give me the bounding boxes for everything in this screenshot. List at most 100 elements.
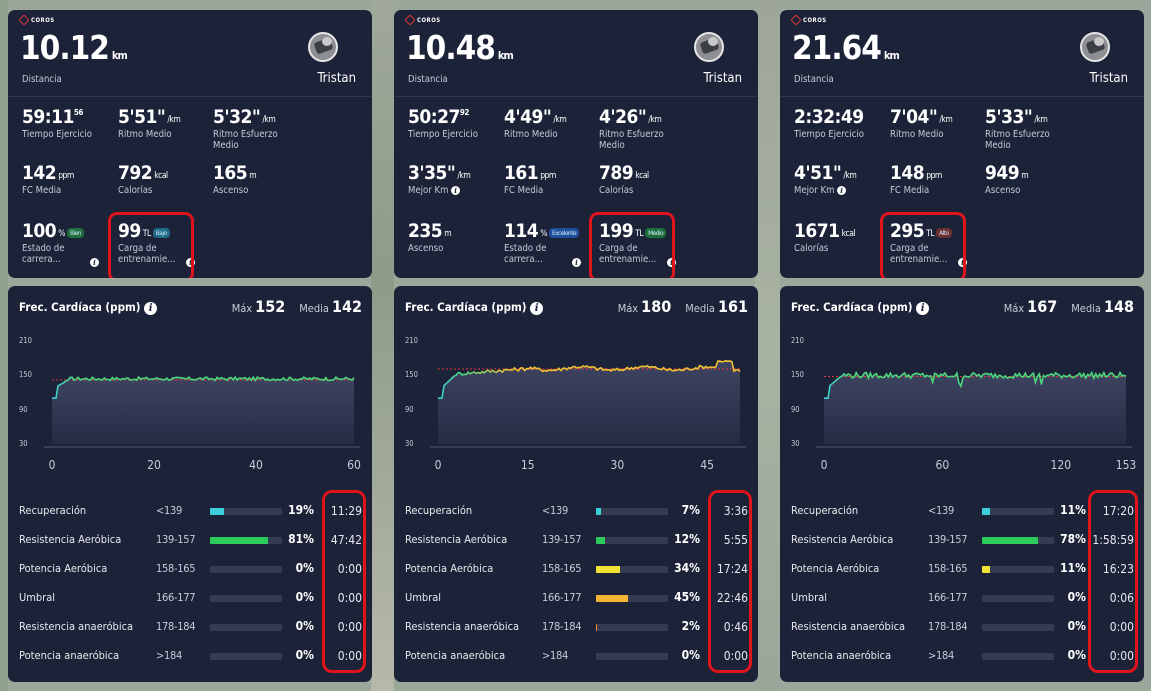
metric-value: 148 ppm — [890, 162, 982, 184]
zone-range: 166-177 — [928, 591, 968, 604]
zone-range: <139 — [542, 504, 568, 517]
zone-percent: 7% — [681, 503, 700, 517]
metric-label-text: Ritmo Medio — [118, 129, 172, 140]
metric-label: Carga de entrenamie... — [118, 243, 184, 265]
metric-value: 1671 kcal — [794, 220, 886, 242]
metric-carga-de-entrenamie[interactable]: 295 TL Alto Carga de entrenamie... i — [890, 220, 982, 276]
y-tick-label: 30 — [791, 439, 800, 448]
divider — [780, 96, 1144, 97]
status-badge: Excelente — [548, 228, 580, 238]
metric-value: 199 TL Medio — [599, 220, 691, 242]
metric-unit: /km — [843, 171, 857, 181]
metric-label-text: Calorías — [118, 185, 153, 196]
heart-rate-card: Frec. Cardíaca (ppm) i Máx 167 Media 148 210 1… — [780, 286, 1144, 682]
zone-bar — [982, 508, 1054, 515]
hr-avg-value: 142 — [331, 297, 362, 316]
hr-max-value: 152 — [255, 297, 286, 316]
hr-max-label: Máx — [1003, 302, 1025, 315]
zone-name: Resistencia Aeróbica — [791, 533, 894, 546]
zone-range: 178-184 — [542, 620, 582, 633]
metric-unit: m — [249, 171, 257, 181]
x-tick-label: 45 — [700, 458, 714, 472]
metric-decimals: 56 — [73, 108, 84, 117]
brand-text: COROS — [803, 16, 827, 24]
metric-unit: /km — [939, 115, 953, 125]
zone-time: 0:00 — [337, 620, 362, 634]
zone-percent: 19% — [288, 503, 314, 517]
info-icon[interactable]: i — [958, 258, 967, 267]
avatar[interactable] — [308, 32, 338, 62]
avatar[interactable] — [694, 32, 724, 62]
zone-time: 5:55 — [723, 533, 748, 547]
zone-time: 17:20 — [1102, 504, 1134, 518]
zone-time: 16:23 — [1102, 562, 1134, 576]
info-icon[interactable]: i — [90, 258, 99, 267]
user-name: Tristan — [1089, 71, 1128, 86]
metric-label-text: Ritmo Medio — [504, 129, 558, 140]
metric-carga-de-entrenamie[interactable]: 199 TL Medio Carga de entrenamie... i — [599, 220, 691, 276]
zone-range: >184 — [542, 649, 568, 662]
zone-bar — [210, 508, 282, 515]
metric-label: Carga de entrenamie... — [599, 243, 665, 265]
metric-value: 4'49"/km — [504, 106, 596, 128]
zone-range: 166-177 — [542, 591, 582, 604]
zone-bar-fill — [210, 537, 269, 544]
metric-ritmo-medio: 5'51"/km Ritmo Medio — [118, 106, 210, 162]
zone-name: Resistencia Aeróbica — [19, 533, 122, 546]
zone-row: Resistencia anaeróbica 178-184 0% 0:00 — [8, 619, 372, 637]
zone-time: 0:00 — [723, 649, 748, 663]
metric-value: 5'32"/km — [213, 106, 305, 128]
info-icon[interactable]: i — [572, 258, 581, 267]
info-icon[interactable]: i — [530, 302, 544, 315]
info-icon[interactable]: i — [186, 258, 195, 267]
zone-bar — [982, 653, 1054, 660]
distance-unit: km — [111, 49, 128, 62]
info-icon[interactable]: i — [837, 186, 847, 195]
y-tick-label: 30 — [19, 439, 28, 448]
metric-label-text: Calorías — [599, 185, 634, 196]
distance-number: 10.12 — [20, 28, 110, 67]
zone-row: Recuperación <139 11% 17:20 — [780, 503, 1144, 521]
metric-value: 792 kcal — [118, 162, 210, 184]
metric-unit: ppm — [58, 171, 74, 181]
zone-row: Recuperación <139 7% 3:36 — [394, 503, 758, 521]
info-icon[interactable]: i — [144, 302, 158, 315]
zone-range: 158-165 — [928, 562, 968, 575]
metric-number: 5'51" — [118, 106, 166, 128]
zone-percent: 81% — [288, 532, 314, 546]
zone-row: Potencia Aeróbica 158-165 0% 0:00 — [8, 561, 372, 579]
highlight-box — [1088, 490, 1138, 673]
zone-range: >184 — [928, 649, 954, 662]
zone-time: 0:00 — [1109, 620, 1134, 634]
zone-bar-fill — [982, 508, 990, 515]
highlight-box — [322, 490, 366, 673]
info-icon[interactable]: i — [451, 186, 461, 195]
zone-percent: 0% — [295, 561, 314, 575]
metric-label: Ascenso — [408, 243, 500, 254]
info-icon[interactable]: i — [667, 258, 676, 267]
avatar[interactable] — [1080, 32, 1110, 62]
y-tick-label: 30 — [405, 439, 414, 448]
metric-label-text: Ascenso — [985, 185, 1021, 196]
metric-unit: TL — [142, 229, 151, 239]
metric-tiempo-ejercicio: 50:2792 Tiempo Ejercicio — [408, 106, 500, 162]
zone-time: 0:46 — [723, 620, 748, 634]
metric-carga-de-entrenamie[interactable]: 99 TL Bajo Carga de entrenamie... i — [118, 220, 210, 276]
info-icon[interactable]: i — [916, 302, 930, 315]
zone-percent: 0% — [1067, 619, 1086, 633]
hr-title: Frec. Cardíaca (ppm) i — [19, 300, 158, 315]
metric-unit: m — [444, 229, 452, 239]
coros-logo: COROS — [790, 14, 827, 26]
metric-number: 5'33" — [985, 106, 1033, 128]
y-tick-label: 150 — [791, 370, 804, 380]
coros-logo-icon — [404, 14, 416, 26]
metric-unit: kcal — [841, 229, 856, 239]
metric-label: FC Media — [504, 185, 596, 196]
metric-label: Ascenso — [985, 185, 1077, 196]
summary-card: COROS 10.48 km Distancia Tristan 50:2792 Tiemp… — [394, 10, 758, 278]
metric-value: 165 m — [213, 162, 305, 184]
x-tick-label: 0 — [820, 458, 828, 472]
metric-label-text: Estado de carrera... — [22, 243, 65, 265]
zone-bar — [210, 566, 282, 573]
distance-value: 10.48 km — [406, 28, 514, 67]
